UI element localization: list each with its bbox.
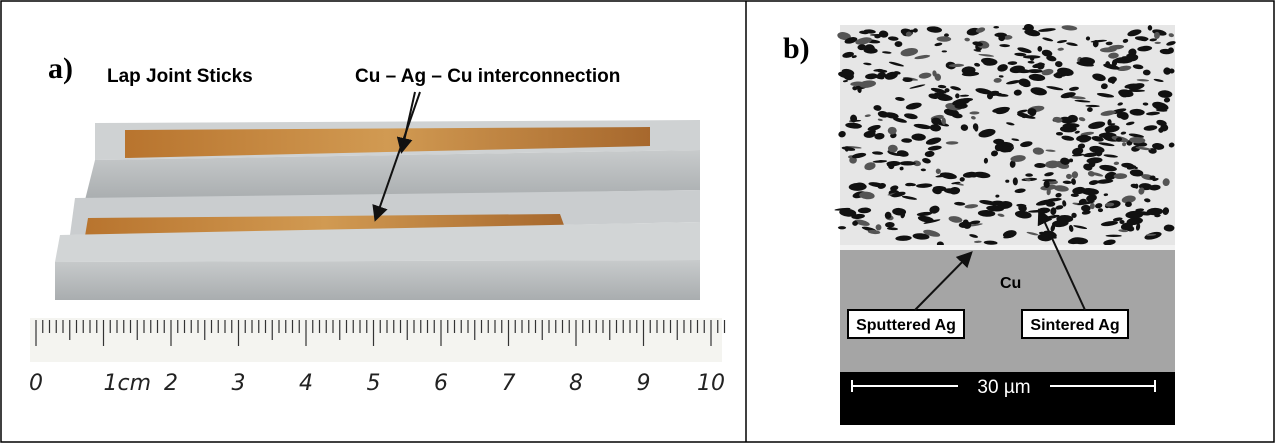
ruler-label: 9 <box>637 371 651 396</box>
ruler-label: 1cm <box>104 371 152 396</box>
panel-label: b) <box>783 32 810 65</box>
ruler-label: 2 <box>164 371 178 396</box>
ruler-label: 10 <box>697 371 725 396</box>
pore <box>1005 180 1009 183</box>
annotation: Cu <box>1000 275 1021 292</box>
annotation: Sintered Ag <box>1030 317 1119 334</box>
annotation: Lap Joint Sticks <box>107 66 253 87</box>
ruler-label: 6 <box>434 371 448 396</box>
figure: a) Lap Joint Sticks Cu – Ag – Cu interco… <box>0 0 1275 444</box>
annotation: Sputtered Ag <box>856 317 956 334</box>
ruler-label: 7 <box>502 371 516 396</box>
panel-label: a) <box>48 52 73 85</box>
pore <box>1106 235 1122 237</box>
pore <box>942 50 947 52</box>
ruler-label: 3 <box>232 371 246 396</box>
pore <box>1034 163 1046 168</box>
ruler-label: 4 <box>299 371 313 396</box>
photo-a <box>30 120 725 362</box>
scale-label: 30 µm <box>977 377 1030 398</box>
ruler-label: 0 <box>29 371 43 396</box>
sem-image <box>834 23 1176 425</box>
annotation: Cu – Ag – Cu interconnection <box>355 66 620 87</box>
ruler-label: 8 <box>569 371 583 396</box>
sputtered-layer <box>840 245 1175 250</box>
block <box>55 260 700 300</box>
ruler <box>30 318 722 362</box>
ruler-label: 5 <box>367 371 381 396</box>
